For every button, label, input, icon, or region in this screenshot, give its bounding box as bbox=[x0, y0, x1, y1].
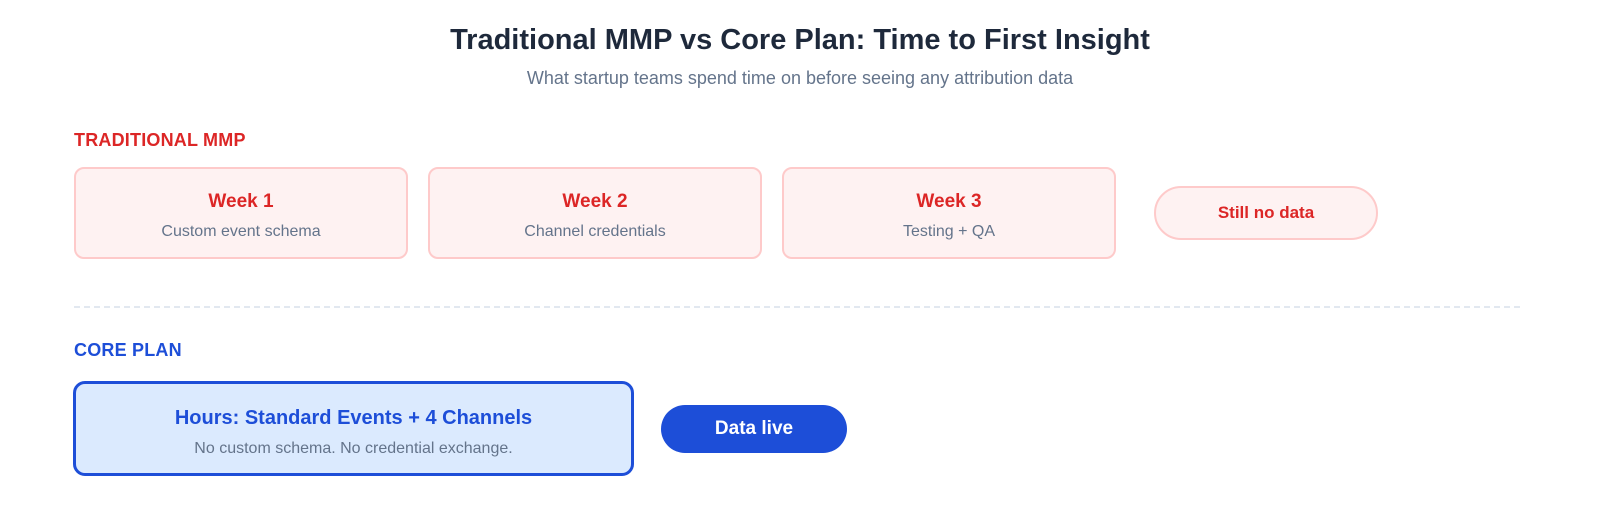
diagram-title: Traditional MMP vs Core Plan: Time to Fi… bbox=[450, 24, 1150, 56]
traditional-step-week-2: Week 2 Channel credentials bbox=[428, 167, 762, 259]
step-title: Week 2 bbox=[562, 191, 628, 212]
core-plan-box: Hours: Standard Events + 4 Channels No c… bbox=[73, 381, 634, 476]
step-description: Custom event schema bbox=[161, 223, 321, 240]
core-plan-description: No custom schema. No credential exchange… bbox=[194, 440, 513, 457]
traditional-step-week-3: Week 3 Testing + QA bbox=[782, 167, 1116, 259]
core-plan-title: Hours: Standard Events + 4 Channels bbox=[174, 407, 533, 429]
traditional-section-label: TRADITIONAL MMP bbox=[74, 130, 246, 150]
step-title: Week 1 bbox=[208, 191, 274, 212]
core-outcome-badge: Data live bbox=[661, 405, 847, 453]
core-section-label: CORE PLAN bbox=[74, 340, 182, 360]
traditional-step-week-1: Week 1 Custom event schema bbox=[74, 167, 408, 259]
step-description: Testing + QA bbox=[902, 223, 996, 240]
section-divider bbox=[74, 306, 1520, 308]
traditional-outcome-badge: Still no data bbox=[1154, 186, 1378, 240]
step-description: Channel credentials bbox=[524, 223, 666, 240]
step-title: Week 3 bbox=[916, 191, 982, 212]
diagram-subtitle: What startup teams spend time on before … bbox=[526, 68, 1074, 88]
